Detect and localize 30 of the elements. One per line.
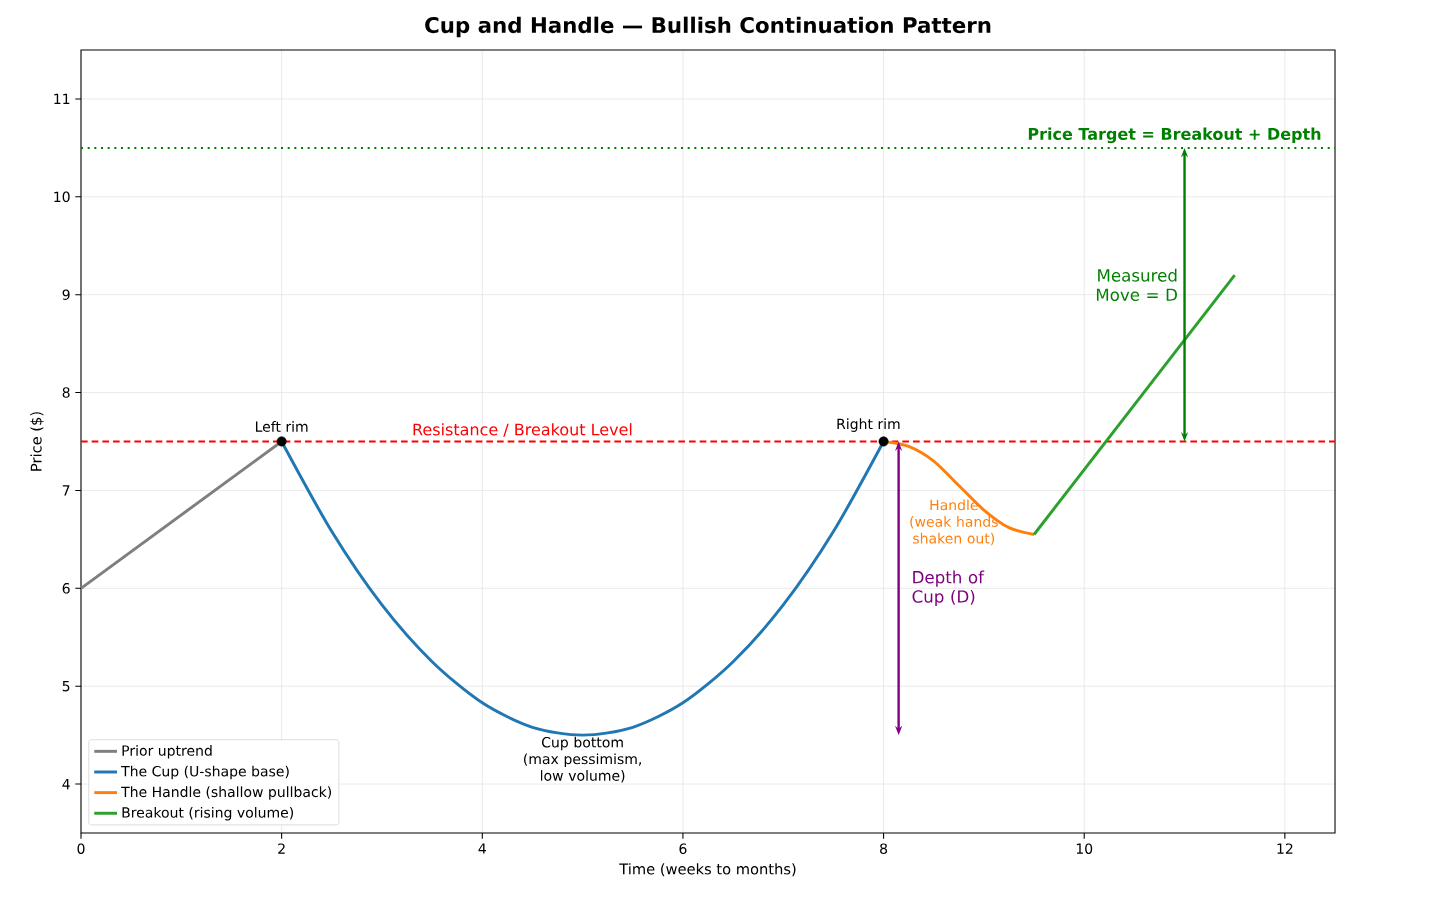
annotation: Handle (weak hands shaken out) (910, 499, 998, 546)
y-tick-label: 7 (62, 485, 70, 496)
y-axis-title: Price ($) (30, 412, 44, 471)
x-tick-label: 6 (679, 843, 687, 854)
x-tick-label: 2 (278, 843, 285, 854)
x-tick-label: 8 (880, 843, 888, 854)
annotation: Cup bottom (max pessimism, low volume) (524, 736, 641, 783)
annotation: Left rim (255, 421, 308, 432)
legend-label: Breakout (rising volume) (122, 806, 294, 821)
y-tick-label: 5 (62, 680, 70, 692)
annotation: Right rim (837, 418, 900, 432)
y-tick-label: 6 (62, 583, 70, 594)
legend-label: The Handle (shallow pullback) (121, 786, 332, 800)
annotation: Depth of Cup (D) (912, 570, 985, 607)
ref-line-label: Resistance / Breakout Level (413, 423, 632, 437)
y-tick-label: 10 (54, 191, 70, 203)
ref-line-label: Price Target = Breakout + Depth (1028, 127, 1321, 144)
x-tick-label: 10 (1076, 843, 1093, 854)
x-tick-label: 4 (478, 843, 486, 854)
y-tick-label: 4 (62, 778, 70, 790)
annotation: Measured Move = D (1096, 268, 1177, 302)
legend-label: The Cup (U-shape base) (121, 765, 289, 780)
chart-title: Cup and Handle — Bullish Continuation Pattern (425, 16, 991, 38)
legend-label: Prior uptrend (122, 745, 212, 759)
x-axis-title: Time (weeks to months) (619, 863, 796, 877)
y-tick-label: 8 (62, 387, 70, 398)
y-tick-label: 9 (62, 289, 70, 300)
y-tick-label: 11 (54, 93, 70, 105)
x-tick-label: 12 (1277, 843, 1293, 854)
x-tick-label: 0 (77, 843, 85, 854)
